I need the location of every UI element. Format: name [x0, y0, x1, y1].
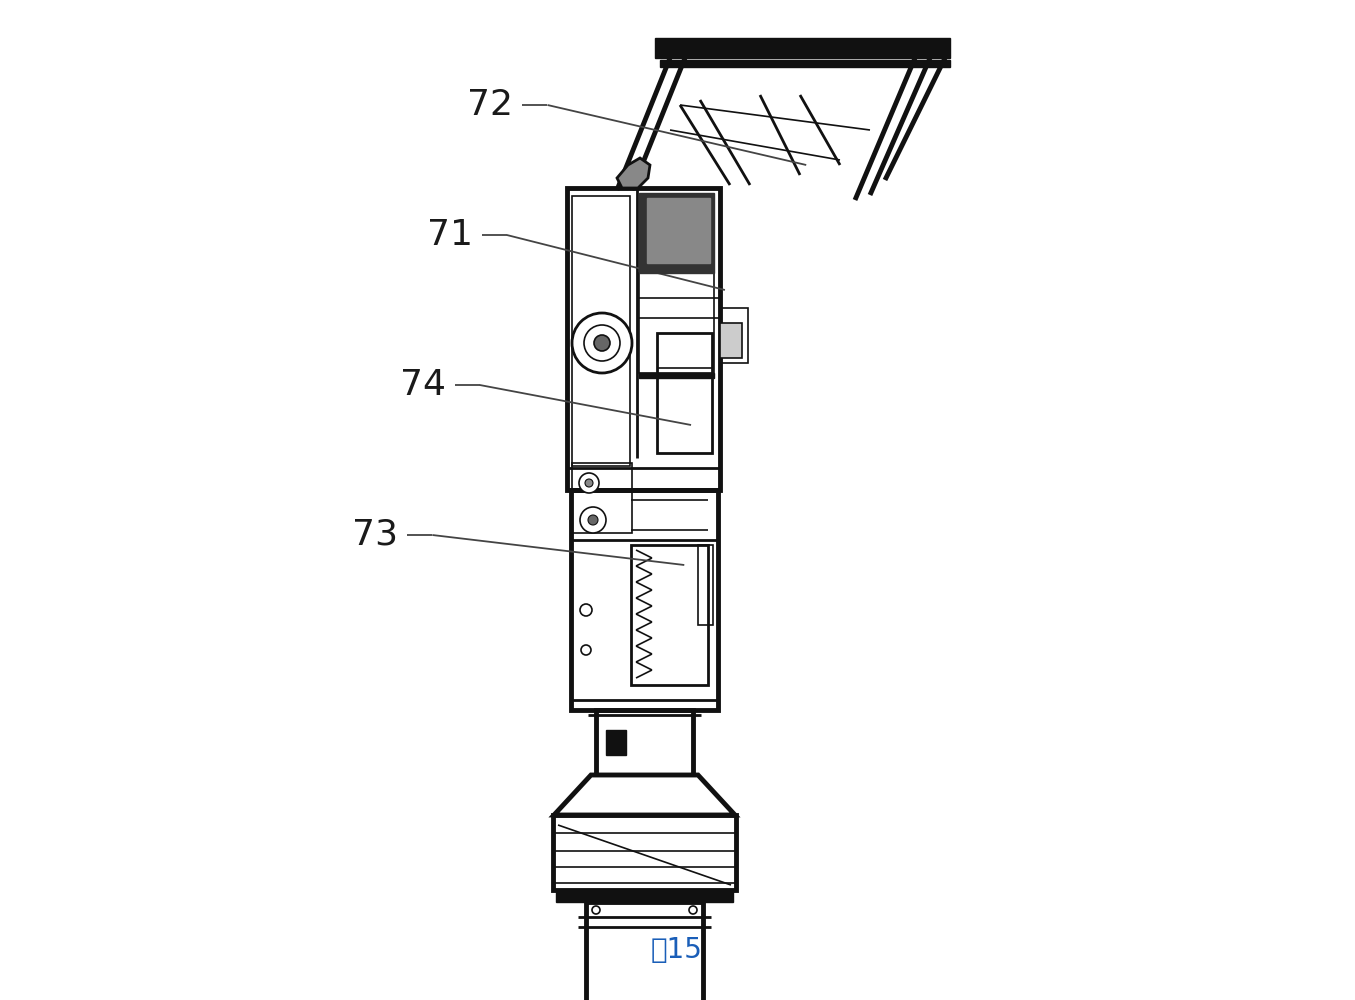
Circle shape: [588, 515, 598, 525]
Bar: [570, 490, 718, 710]
Circle shape: [585, 479, 593, 487]
Text: 72: 72: [467, 88, 514, 122]
Bar: [698, 545, 713, 625]
Circle shape: [580, 507, 606, 533]
Text: 71: 71: [427, 218, 473, 252]
Bar: [572, 196, 630, 466]
Circle shape: [584, 325, 621, 361]
Circle shape: [581, 645, 591, 655]
Bar: [646, 198, 710, 263]
Bar: [657, 333, 711, 453]
Text: 74: 74: [400, 368, 446, 402]
Circle shape: [580, 604, 592, 616]
Bar: [606, 730, 626, 755]
Bar: [720, 308, 748, 363]
Circle shape: [579, 473, 599, 493]
Circle shape: [593, 335, 610, 351]
Bar: [556, 890, 733, 902]
Circle shape: [688, 906, 696, 914]
Bar: [720, 323, 743, 358]
Bar: [572, 463, 631, 533]
Bar: [585, 902, 703, 1000]
Circle shape: [592, 906, 600, 914]
Bar: [553, 815, 736, 890]
Polygon shape: [617, 158, 650, 188]
Bar: [631, 545, 709, 685]
Text: 图15: 图15: [650, 936, 703, 964]
Bar: [654, 38, 950, 58]
Polygon shape: [554, 775, 734, 815]
Bar: [566, 188, 720, 490]
Bar: [640, 193, 714, 273]
Bar: [596, 710, 692, 775]
Bar: [640, 373, 714, 378]
Text: 73: 73: [352, 518, 398, 552]
Bar: [660, 60, 950, 67]
Circle shape: [572, 313, 631, 373]
Bar: [640, 273, 714, 373]
